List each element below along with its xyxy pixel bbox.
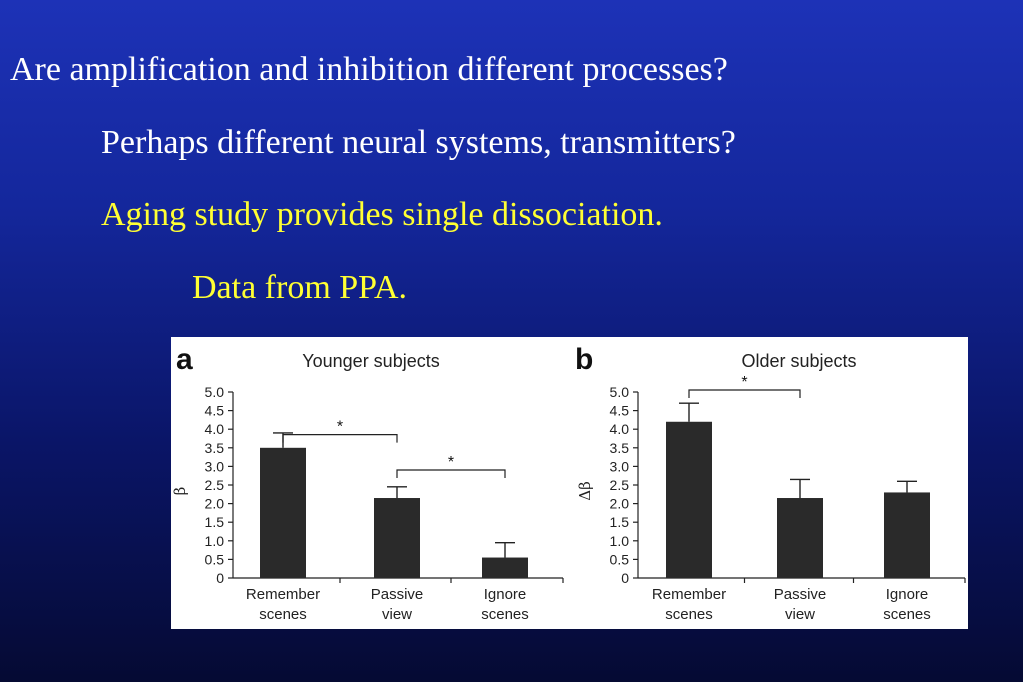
slide-line-1: Are amplification and inhibition differe…	[10, 51, 728, 88]
panel-a-bar	[374, 498, 420, 578]
bar-chart-figure: a Younger subjects β 0 0.5 1.0 1.5 2.0 2.5 3.0 3.5…	[171, 337, 968, 629]
panel-b-y-tick-label: 1.0	[610, 533, 630, 549]
panel-b-bar	[884, 492, 930, 578]
panel-a-category-label: view	[382, 606, 412, 623]
panel-b-category-label: view	[785, 606, 815, 623]
slide-line-3: Aging study provides single dissociation…	[101, 196, 663, 233]
panel-a-y-tick-label: 3.5	[205, 440, 225, 456]
panel-b-category-label: scenes	[665, 606, 713, 623]
slide-line-2: Perhaps different neural systems, transm…	[101, 124, 736, 161]
panel-b-significance-bracket	[688, 389, 801, 398]
panel-b-y-tick-label: 5.0	[610, 384, 630, 400]
panel-a-bar	[482, 557, 528, 578]
panel-b-y-tick-label: 3.0	[610, 458, 630, 474]
panel-b-y-tick-label: 4.0	[610, 421, 630, 437]
panel-a-y-tick-label: 4.0	[205, 421, 225, 437]
slide-line-4: Data from PPA.	[192, 269, 408, 306]
panel-b-title: Older subjects	[741, 351, 856, 371]
panel-a-category-label: Ignore	[484, 586, 527, 603]
panel-b-y-tick-label: 0.5	[610, 551, 630, 567]
panel-b-y-tick-label: 4.5	[610, 403, 630, 419]
panel-a-title: Younger subjects	[302, 351, 439, 371]
panel-a-significance-label: *	[337, 419, 343, 436]
panel-b-y-tick-label: 0	[621, 570, 629, 586]
panel-b-y-tick-label: 2.0	[610, 496, 630, 512]
panel-a-y-tick-label: 0	[216, 570, 224, 586]
panel-b-y-tick-label: 1.5	[610, 514, 630, 530]
panel-b-category-label: Ignore	[886, 586, 929, 603]
panel-b-y-tick-label: 3.5	[610, 440, 630, 456]
panel-b-bar	[777, 498, 823, 578]
panel-a-y-tick-label: 4.5	[205, 403, 225, 419]
panel-a-y-tick-label: 1.0	[205, 533, 225, 549]
panel-a-y-axis-label: β	[171, 487, 189, 496]
panel-a-y-tick-label: 2.0	[205, 496, 225, 512]
panel-b-category-label: Passive	[774, 586, 827, 603]
panel-b-bar	[666, 421, 712, 578]
panel-a-y-tick-label: 0.5	[205, 551, 225, 567]
panel-b-y-axis-label: Δβ	[576, 481, 594, 501]
panel-b-y-tick-label: 2.5	[610, 477, 630, 493]
panel-a-bar	[260, 447, 306, 578]
panel-b-significance-label: *	[741, 374, 747, 391]
panel-b-letter: b	[575, 343, 593, 376]
panel-a-significance-label: *	[448, 454, 454, 471]
panel-a-category-label: scenes	[481, 606, 529, 623]
panel-a-y-tick-label: 1.5	[205, 514, 225, 530]
panel-a-y-tick-label: 2.5	[205, 477, 225, 493]
panel-a-category-label: scenes	[259, 606, 307, 623]
panel-a-category-label: Remember	[246, 586, 320, 603]
chart-svg: a Younger subjects β 0 0.5 1.0 1.5 2.0 2.5 3.0 3.5…	[171, 343, 966, 623]
panel-a-y-tick-label: 3.0	[205, 458, 225, 474]
panel-a-letter: a	[176, 343, 193, 376]
panel-a-y-tick-label: 5.0	[205, 384, 225, 400]
panel-b-category-label: Remember	[652, 586, 726, 603]
panel-a-significance-bracket	[282, 434, 398, 443]
panel-a-significance-bracket	[396, 469, 506, 478]
panel-a-category-label: Passive	[371, 586, 424, 603]
panel-b-category-label: scenes	[883, 606, 931, 623]
